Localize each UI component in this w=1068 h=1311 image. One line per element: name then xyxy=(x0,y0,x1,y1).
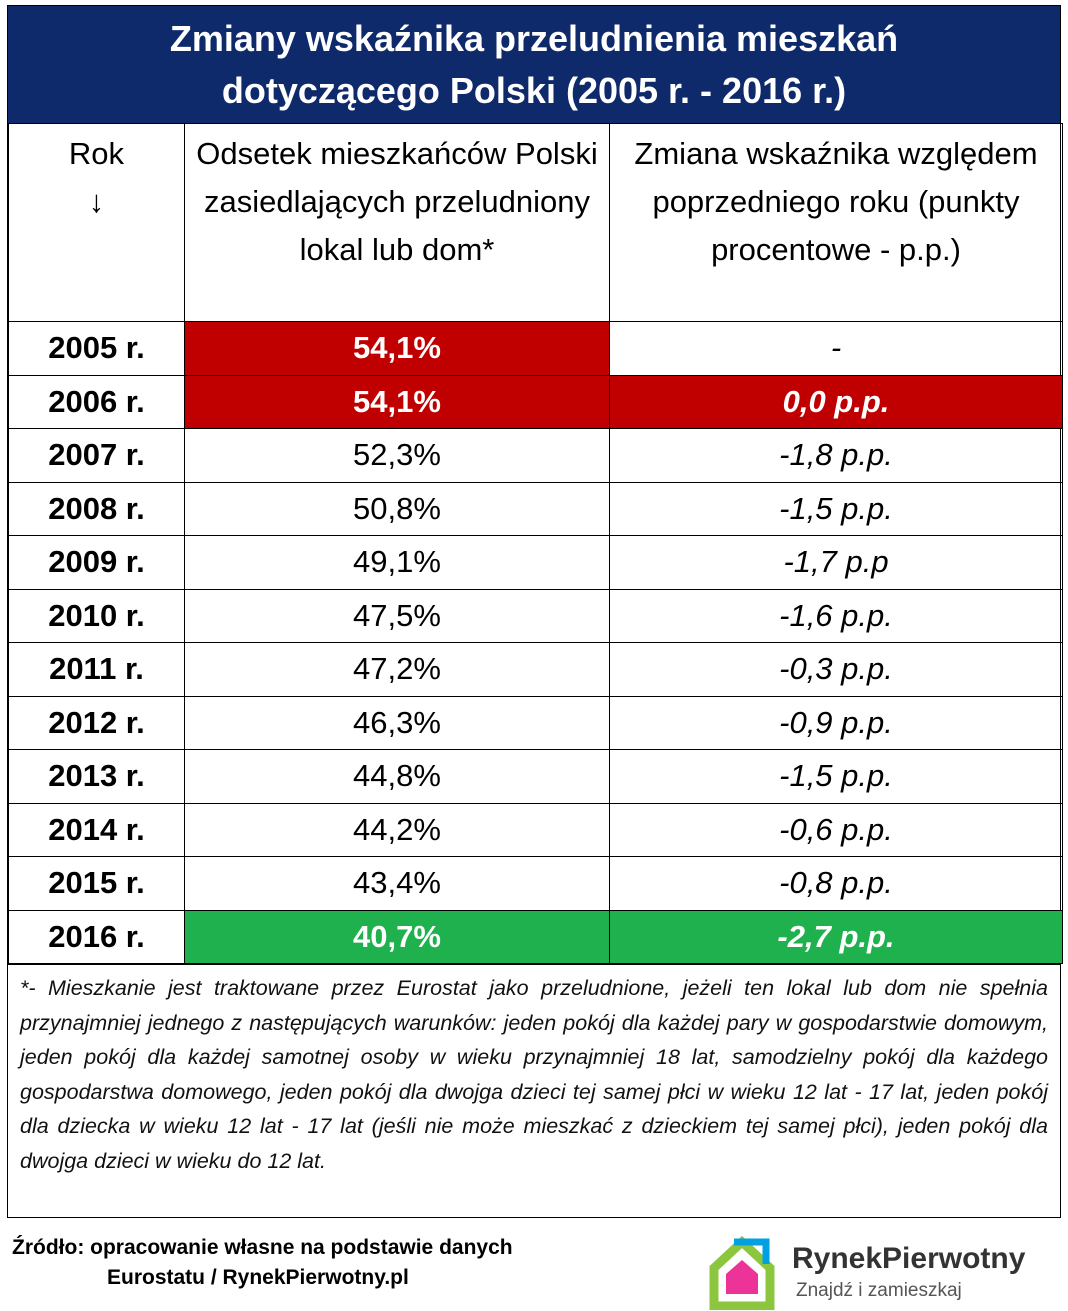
table-cell: -0,8 p.p. xyxy=(609,856,1063,911)
table-cell: -1,6 p.p. xyxy=(609,588,1063,643)
table-cell: -1,5 p.p. xyxy=(609,749,1063,804)
table-cell: - xyxy=(609,321,1063,376)
table-cell: 2007 r. xyxy=(8,428,185,483)
table-cell: 46,3% xyxy=(184,695,610,750)
table-row: 2014 r. 44,2% -0,6 p.p. xyxy=(8,802,1063,857)
table-row: 2011 r. 47,2% -0,3 p.p. xyxy=(8,642,1063,697)
table-cell: 54,1% xyxy=(184,321,610,376)
table-cell: -1,7 p.p xyxy=(609,535,1063,590)
table-cell: 47,2% xyxy=(184,642,610,697)
data-table: Rok ↓ Odsetek mieszkańców Polski zasiedla… xyxy=(8,123,1063,964)
table-row: 2013 r. 44,8% -1,5 p.p. xyxy=(8,749,1063,804)
logo: RynekPierwotny Znajdź i zamieszkaj xyxy=(709,1235,1026,1310)
table-cell: -0,9 p.p. xyxy=(609,695,1063,750)
table-cell: -0,3 p.p. xyxy=(609,642,1063,697)
footnote: *- Mieszkanie jest traktowane przez Euro… xyxy=(8,964,1060,1217)
table-cell: 2010 r. xyxy=(8,588,185,643)
table-row: 2016 r. 40,7% -2,7 p.p. xyxy=(8,909,1063,964)
table-cell: -0,6 p.p. xyxy=(609,802,1063,857)
table-cell: 2011 r. xyxy=(8,642,185,697)
table-cell: -2,7 p.p. xyxy=(609,909,1063,964)
logo-icon xyxy=(709,1235,775,1310)
table-row: 2008 r. 50,8% -1,5 p.p. xyxy=(8,481,1063,536)
table-cell: 2016 r. xyxy=(8,909,185,964)
table-cell: 52,3% xyxy=(184,428,610,483)
table-cell: 50,8% xyxy=(184,481,610,536)
table-cell: -1,5 p.p. xyxy=(609,481,1063,536)
table-row: 2012 r. 46,3% -0,9 p.p. xyxy=(8,695,1063,750)
table-cell: 49,1% xyxy=(184,535,610,590)
table-row: 2006 r. 54,1% 0,0 p.p. xyxy=(8,374,1063,429)
logo-icon xyxy=(726,1260,758,1294)
table-cell: 2009 r. xyxy=(8,535,185,590)
source-line: Eurostatu / RynekPierwotny.pl xyxy=(107,1266,409,1289)
logo-tagline: Znajdź i zamieszkaj xyxy=(796,1280,962,1301)
table-cell: 2015 r. xyxy=(8,856,185,911)
table-cell: 0,0 p.p. xyxy=(609,374,1063,429)
table-row: 2007 r. 52,3% -1,8 p.p. xyxy=(8,428,1063,483)
table-row: 2009 r. 49,1% -1,7 p.p xyxy=(8,535,1063,590)
table-cell: 44,8% xyxy=(184,749,610,804)
logo-name: RynekPierwotny xyxy=(792,1242,1026,1275)
table-cell: 54,1% xyxy=(184,374,610,429)
table-row: 2015 r. 43,4% -0,8 p.p. xyxy=(8,856,1063,911)
source: Źródło: opracowanie własne na podstawie … xyxy=(12,1233,513,1293)
table-cell: 2008 r. xyxy=(8,481,185,536)
title: Zmiany wskaźnika przeludnienia mieszkań … xyxy=(8,6,1060,123)
table-cell: 2013 r. xyxy=(8,749,185,804)
table-cell: 2005 r. xyxy=(8,321,185,376)
table-cell: 40,7% xyxy=(184,909,610,964)
table-row: 2010 r. 47,5% -1,6 p.p. xyxy=(8,588,1063,643)
infographic: Zmiany wskaźnika przeludnienia mieszkań … xyxy=(7,5,1063,1218)
table-cell: 47,5% xyxy=(184,588,610,643)
table-cell: -1,8 p.p. xyxy=(609,428,1063,483)
source-line: Źródło: opracowanie własne na podstawie … xyxy=(12,1236,513,1259)
logo-icon xyxy=(734,1238,770,1264)
header-cell: Zmiana wskaźnika względem poprzedniego r… xyxy=(609,123,1063,322)
header-cell: Odsetek mieszkańców Polski zasiedlającyc… xyxy=(184,123,610,322)
table-cell: 2012 r. xyxy=(8,695,185,750)
table-row: 2005 r. 54,1% - xyxy=(8,321,1063,376)
table-cell: 44,2% xyxy=(184,802,610,857)
header-row: Rok ↓ Odsetek mieszkańców Polski zasiedla… xyxy=(8,123,1063,322)
table-cell: 43,4% xyxy=(184,856,610,911)
table-cell: 2006 r. xyxy=(8,374,185,429)
header-cell: Rok ↓ xyxy=(8,123,185,322)
table-cell: 2014 r. xyxy=(8,802,185,857)
